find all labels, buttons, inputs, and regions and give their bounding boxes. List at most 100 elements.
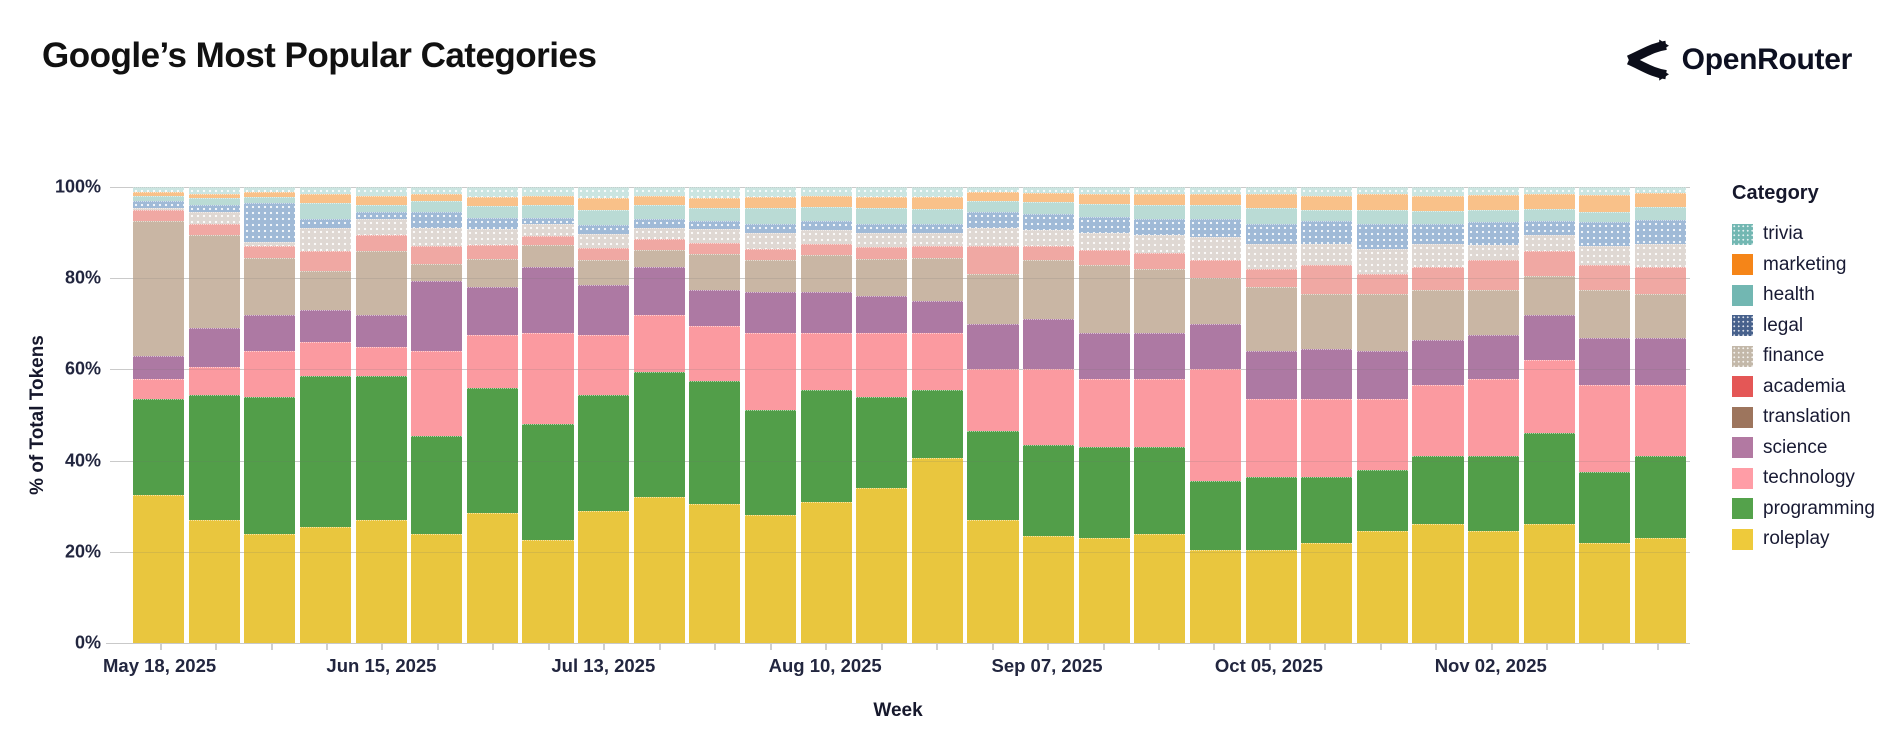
bar-week-aug-03-2025[interactable]	[744, 187, 796, 643]
segment-academia-6[interactable]	[411, 246, 463, 264]
segment-translation-12[interactable]	[744, 260, 796, 292]
segment-science-11[interactable]	[689, 289, 741, 327]
segment-science-20[interactable]	[1189, 323, 1241, 370]
legend-item-science[interactable]: science	[1732, 433, 1880, 464]
segment-roleplay-2[interactable]	[188, 519, 240, 643]
segment-finance-27[interactable]	[1579, 246, 1631, 265]
segment-health-9[interactable]	[578, 209, 630, 226]
segment-marketing-21[interactable]	[1245, 193, 1297, 208]
segment-trivia-14[interactable]	[856, 187, 908, 198]
segment-programming-27[interactable]	[1579, 472, 1631, 543]
bar-week-jun-29-2025[interactable]	[466, 187, 518, 643]
segment-marketing-8[interactable]	[522, 196, 574, 206]
segment-academia-16[interactable]	[967, 246, 1019, 274]
legend-item-translation[interactable]: translation	[1732, 402, 1880, 433]
segment-health-1[interactable]	[133, 196, 185, 201]
segment-translation-1[interactable]	[133, 221, 185, 356]
segment-roleplay-25[interactable]	[1468, 531, 1520, 643]
segment-technology-25[interactable]	[1468, 378, 1520, 457]
segment-science-1[interactable]	[133, 355, 185, 379]
segment-legal-10[interactable]	[633, 218, 685, 229]
segment-programming-20[interactable]	[1189, 481, 1241, 550]
segment-roleplay-26[interactable]	[1523, 524, 1575, 643]
segment-science-21[interactable]	[1245, 351, 1297, 400]
segment-health-25[interactable]	[1468, 209, 1520, 222]
bar-week-aug-17-2025[interactable]	[856, 187, 908, 643]
segment-roleplay-27[interactable]	[1579, 542, 1631, 643]
segment-roleplay-8[interactable]	[522, 540, 574, 643]
segment-legal-12[interactable]	[744, 223, 796, 233]
segment-science-16[interactable]	[967, 323, 1019, 370]
segment-translation-13[interactable]	[800, 255, 852, 292]
segment-trivia-21[interactable]	[1245, 187, 1297, 194]
segment-technology-23[interactable]	[1356, 399, 1408, 470]
segment-roleplay-3[interactable]	[244, 533, 296, 643]
segment-marketing-18[interactable]	[1078, 193, 1130, 205]
bar-week-sep-07-2025[interactable]	[1023, 187, 1075, 643]
segment-technology-15[interactable]	[911, 332, 963, 390]
segment-translation-27[interactable]	[1579, 289, 1631, 338]
segment-trivia-6[interactable]	[411, 187, 463, 194]
segment-finance-8[interactable]	[522, 224, 574, 236]
segment-health-14[interactable]	[856, 207, 908, 224]
segment-trivia-3[interactable]	[244, 187, 296, 192]
segment-science-19[interactable]	[1134, 332, 1186, 379]
segment-technology-1[interactable]	[133, 378, 185, 400]
segment-marketing-27[interactable]	[1579, 194, 1631, 212]
segment-health-21[interactable]	[1245, 207, 1297, 224]
segment-health-7[interactable]	[466, 206, 518, 218]
segment-translation-16[interactable]	[967, 273, 1019, 324]
segment-science-7[interactable]	[466, 287, 518, 336]
segment-roleplay-14[interactable]	[856, 487, 908, 643]
segment-health-12[interactable]	[744, 207, 796, 224]
segment-finance-5[interactable]	[355, 219, 407, 235]
bar-week-oct-26-2025[interactable]	[1412, 187, 1464, 643]
segment-roleplay-22[interactable]	[1301, 542, 1353, 643]
segment-technology-5[interactable]	[355, 346, 407, 377]
segment-marketing-19[interactable]	[1134, 193, 1186, 206]
segment-academia-26[interactable]	[1523, 250, 1575, 276]
segment-legal-23[interactable]	[1356, 223, 1408, 249]
segment-academia-5[interactable]	[355, 234, 407, 251]
segment-marketing-22[interactable]	[1301, 196, 1353, 210]
segment-finance-15[interactable]	[911, 232, 963, 247]
segment-marketing-1[interactable]	[133, 191, 185, 197]
segment-academia-15[interactable]	[911, 246, 963, 258]
segment-trivia-16[interactable]	[967, 187, 1019, 192]
segment-legal-1[interactable]	[133, 200, 185, 208]
segment-academia-3[interactable]	[244, 246, 296, 258]
legend-item-trivia[interactable]: trivia	[1732, 219, 1880, 250]
segment-legal-28[interactable]	[1634, 219, 1686, 245]
segment-marketing-28[interactable]	[1634, 193, 1686, 208]
legend-item-marketing[interactable]: marketing	[1732, 250, 1880, 281]
segment-science-28[interactable]	[1634, 337, 1686, 386]
segment-science-8[interactable]	[522, 266, 574, 333]
segment-roleplay-16[interactable]	[967, 519, 1019, 643]
segment-programming-19[interactable]	[1134, 446, 1186, 534]
segment-marketing-12[interactable]	[744, 197, 796, 208]
segment-health-18[interactable]	[1078, 204, 1130, 217]
segment-trivia-12[interactable]	[744, 187, 796, 198]
segment-science-22[interactable]	[1301, 348, 1353, 400]
segment-marketing-23[interactable]	[1356, 193, 1408, 210]
segment-programming-5[interactable]	[355, 376, 407, 520]
bar-week-jul-27-2025[interactable]	[689, 187, 741, 643]
segment-academia-23[interactable]	[1356, 273, 1408, 295]
bar-week-sep-28-2025[interactable]	[1189, 187, 1241, 643]
segment-finance-3[interactable]	[244, 241, 296, 247]
segment-health-22[interactable]	[1301, 209, 1353, 222]
segment-science-23[interactable]	[1356, 351, 1408, 400]
segment-translation-26[interactable]	[1523, 275, 1575, 315]
segment-translation-7[interactable]	[466, 258, 518, 288]
segment-programming-11[interactable]	[689, 380, 741, 504]
segment-legal-3[interactable]	[244, 203, 296, 242]
bar-week-oct-12-2025[interactable]	[1301, 187, 1353, 643]
segment-roleplay-4[interactable]	[299, 526, 351, 643]
segment-programming-6[interactable]	[411, 435, 463, 534]
segment-health-27[interactable]	[1579, 211, 1631, 222]
segment-health-6[interactable]	[411, 200, 463, 213]
segment-programming-13[interactable]	[800, 389, 852, 502]
segment-finance-6[interactable]	[411, 228, 463, 247]
segment-translation-10[interactable]	[633, 249, 685, 267]
segment-roleplay-9[interactable]	[578, 510, 630, 643]
